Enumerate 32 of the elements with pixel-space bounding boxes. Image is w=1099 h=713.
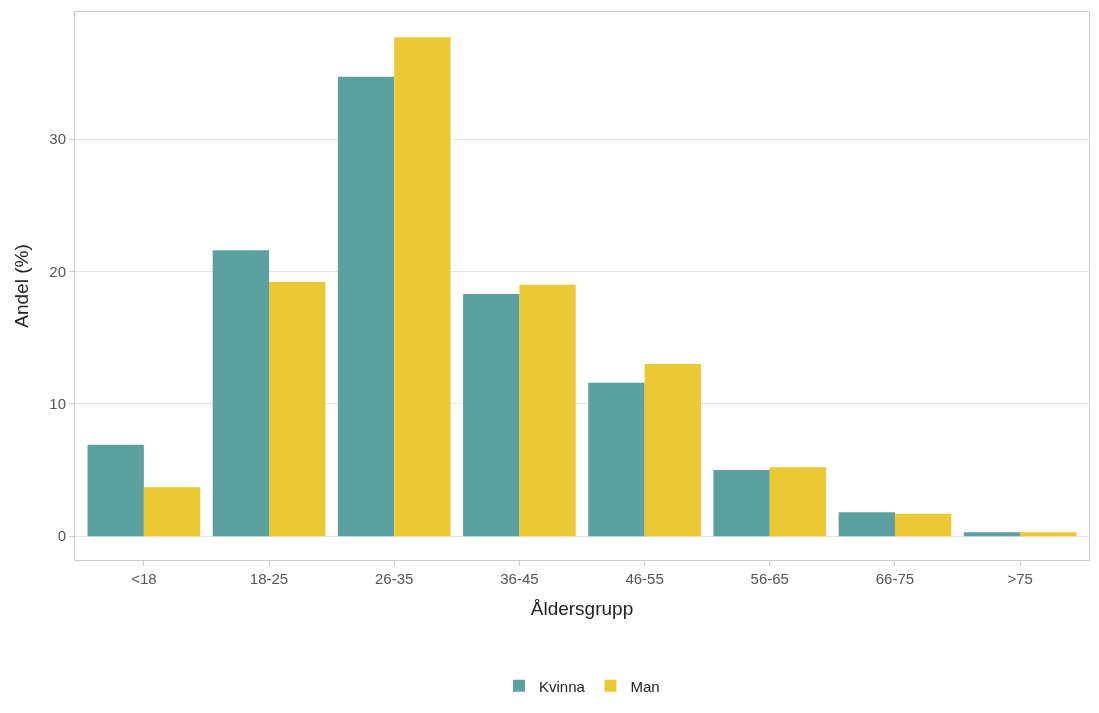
x-tick-label: 46-55 (625, 570, 664, 587)
bar (713, 469, 770, 537)
x-tick-label: 26-35 (375, 570, 414, 587)
x-tick-label: 56-65 (750, 570, 789, 587)
bar (394, 37, 451, 537)
y-tick-label: 30 (49, 130, 66, 148)
bar (337, 76, 395, 537)
x-axis-title: Åldersgrupp (530, 597, 634, 619)
bar (1020, 532, 1077, 537)
legend-label: Man (630, 677, 660, 695)
y-axis-title: Andel (%) (11, 244, 33, 328)
bar (769, 467, 827, 537)
x-tick-label: 18-25 (249, 570, 289, 587)
x-tick-label: 66-75 (875, 570, 915, 587)
bar (644, 364, 701, 537)
bar (143, 487, 201, 537)
bar (87, 444, 144, 537)
y-tick-label: 0 (57, 527, 66, 545)
x-tick-label: <18 (131, 570, 157, 587)
x-tick-label: >75 (1007, 570, 1033, 587)
legend-label: Kvinna (539, 677, 586, 695)
bar (463, 293, 520, 537)
x-tick-label: 36-45 (500, 570, 539, 587)
bar (269, 282, 326, 537)
y-tick-label: 20 (49, 262, 66, 280)
bar (838, 512, 895, 537)
bar (894, 513, 952, 537)
bar (212, 250, 270, 537)
bar (519, 284, 576, 537)
bar (963, 532, 1021, 537)
bar (588, 382, 645, 537)
y-tick-label: 10 (49, 395, 66, 413)
